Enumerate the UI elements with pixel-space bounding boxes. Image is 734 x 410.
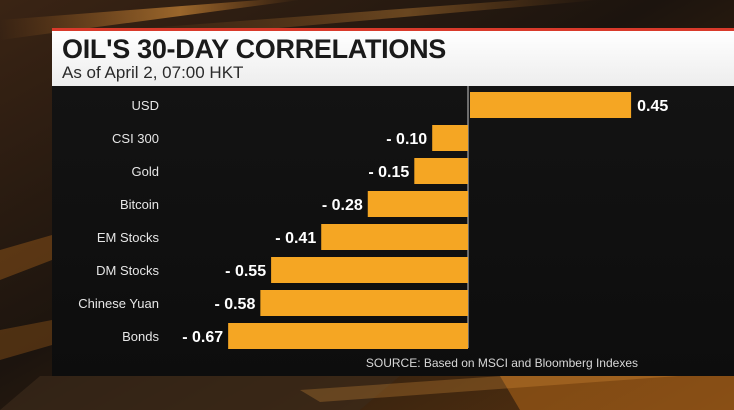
bar: [367, 191, 468, 217]
category-label: DM Stocks: [96, 263, 159, 278]
category-label: USD: [132, 98, 159, 113]
bar: [228, 323, 468, 349]
source-note: SOURCE: Based on MSCI and Bloomberg Inde…: [365, 356, 638, 370]
category-label: Gold: [132, 164, 159, 179]
value-label: - 0.67: [182, 329, 223, 346]
value-label: - 0.41: [275, 230, 316, 247]
bar: [414, 158, 468, 184]
category-label: Bonds: [122, 329, 159, 344]
value-label: - 0.10: [386, 131, 427, 148]
bar: [432, 125, 468, 151]
bar: [271, 257, 468, 283]
chart-title: OIL'S 30-DAY CORRELATIONS: [62, 34, 446, 64]
category-label: EM Stocks: [97, 230, 160, 245]
category-label: Chinese Yuan: [78, 296, 159, 311]
bar: [470, 92, 632, 118]
category-label: CSI 300: [112, 131, 159, 146]
value-label: - 0.15: [368, 164, 409, 181]
value-label: - 0.28: [322, 197, 363, 214]
bar: [321, 224, 468, 250]
value-label: - 0.55: [225, 263, 266, 280]
value-label: 0.45: [637, 98, 668, 115]
category-label: Bitcoin: [120, 197, 159, 212]
chart-subtitle: As of April 2, 07:00 HKT: [62, 63, 244, 82]
bar: [260, 290, 468, 316]
value-label: - 0.58: [214, 296, 255, 313]
bar-chart: USD 0.45 CSI 300 - 0.10 Gold - 0.15 Bitcoin - 0…: [78, 86, 668, 349]
chart-header: OIL'S 30-DAY CORRELATIONS As of April 2,…: [52, 28, 734, 89]
